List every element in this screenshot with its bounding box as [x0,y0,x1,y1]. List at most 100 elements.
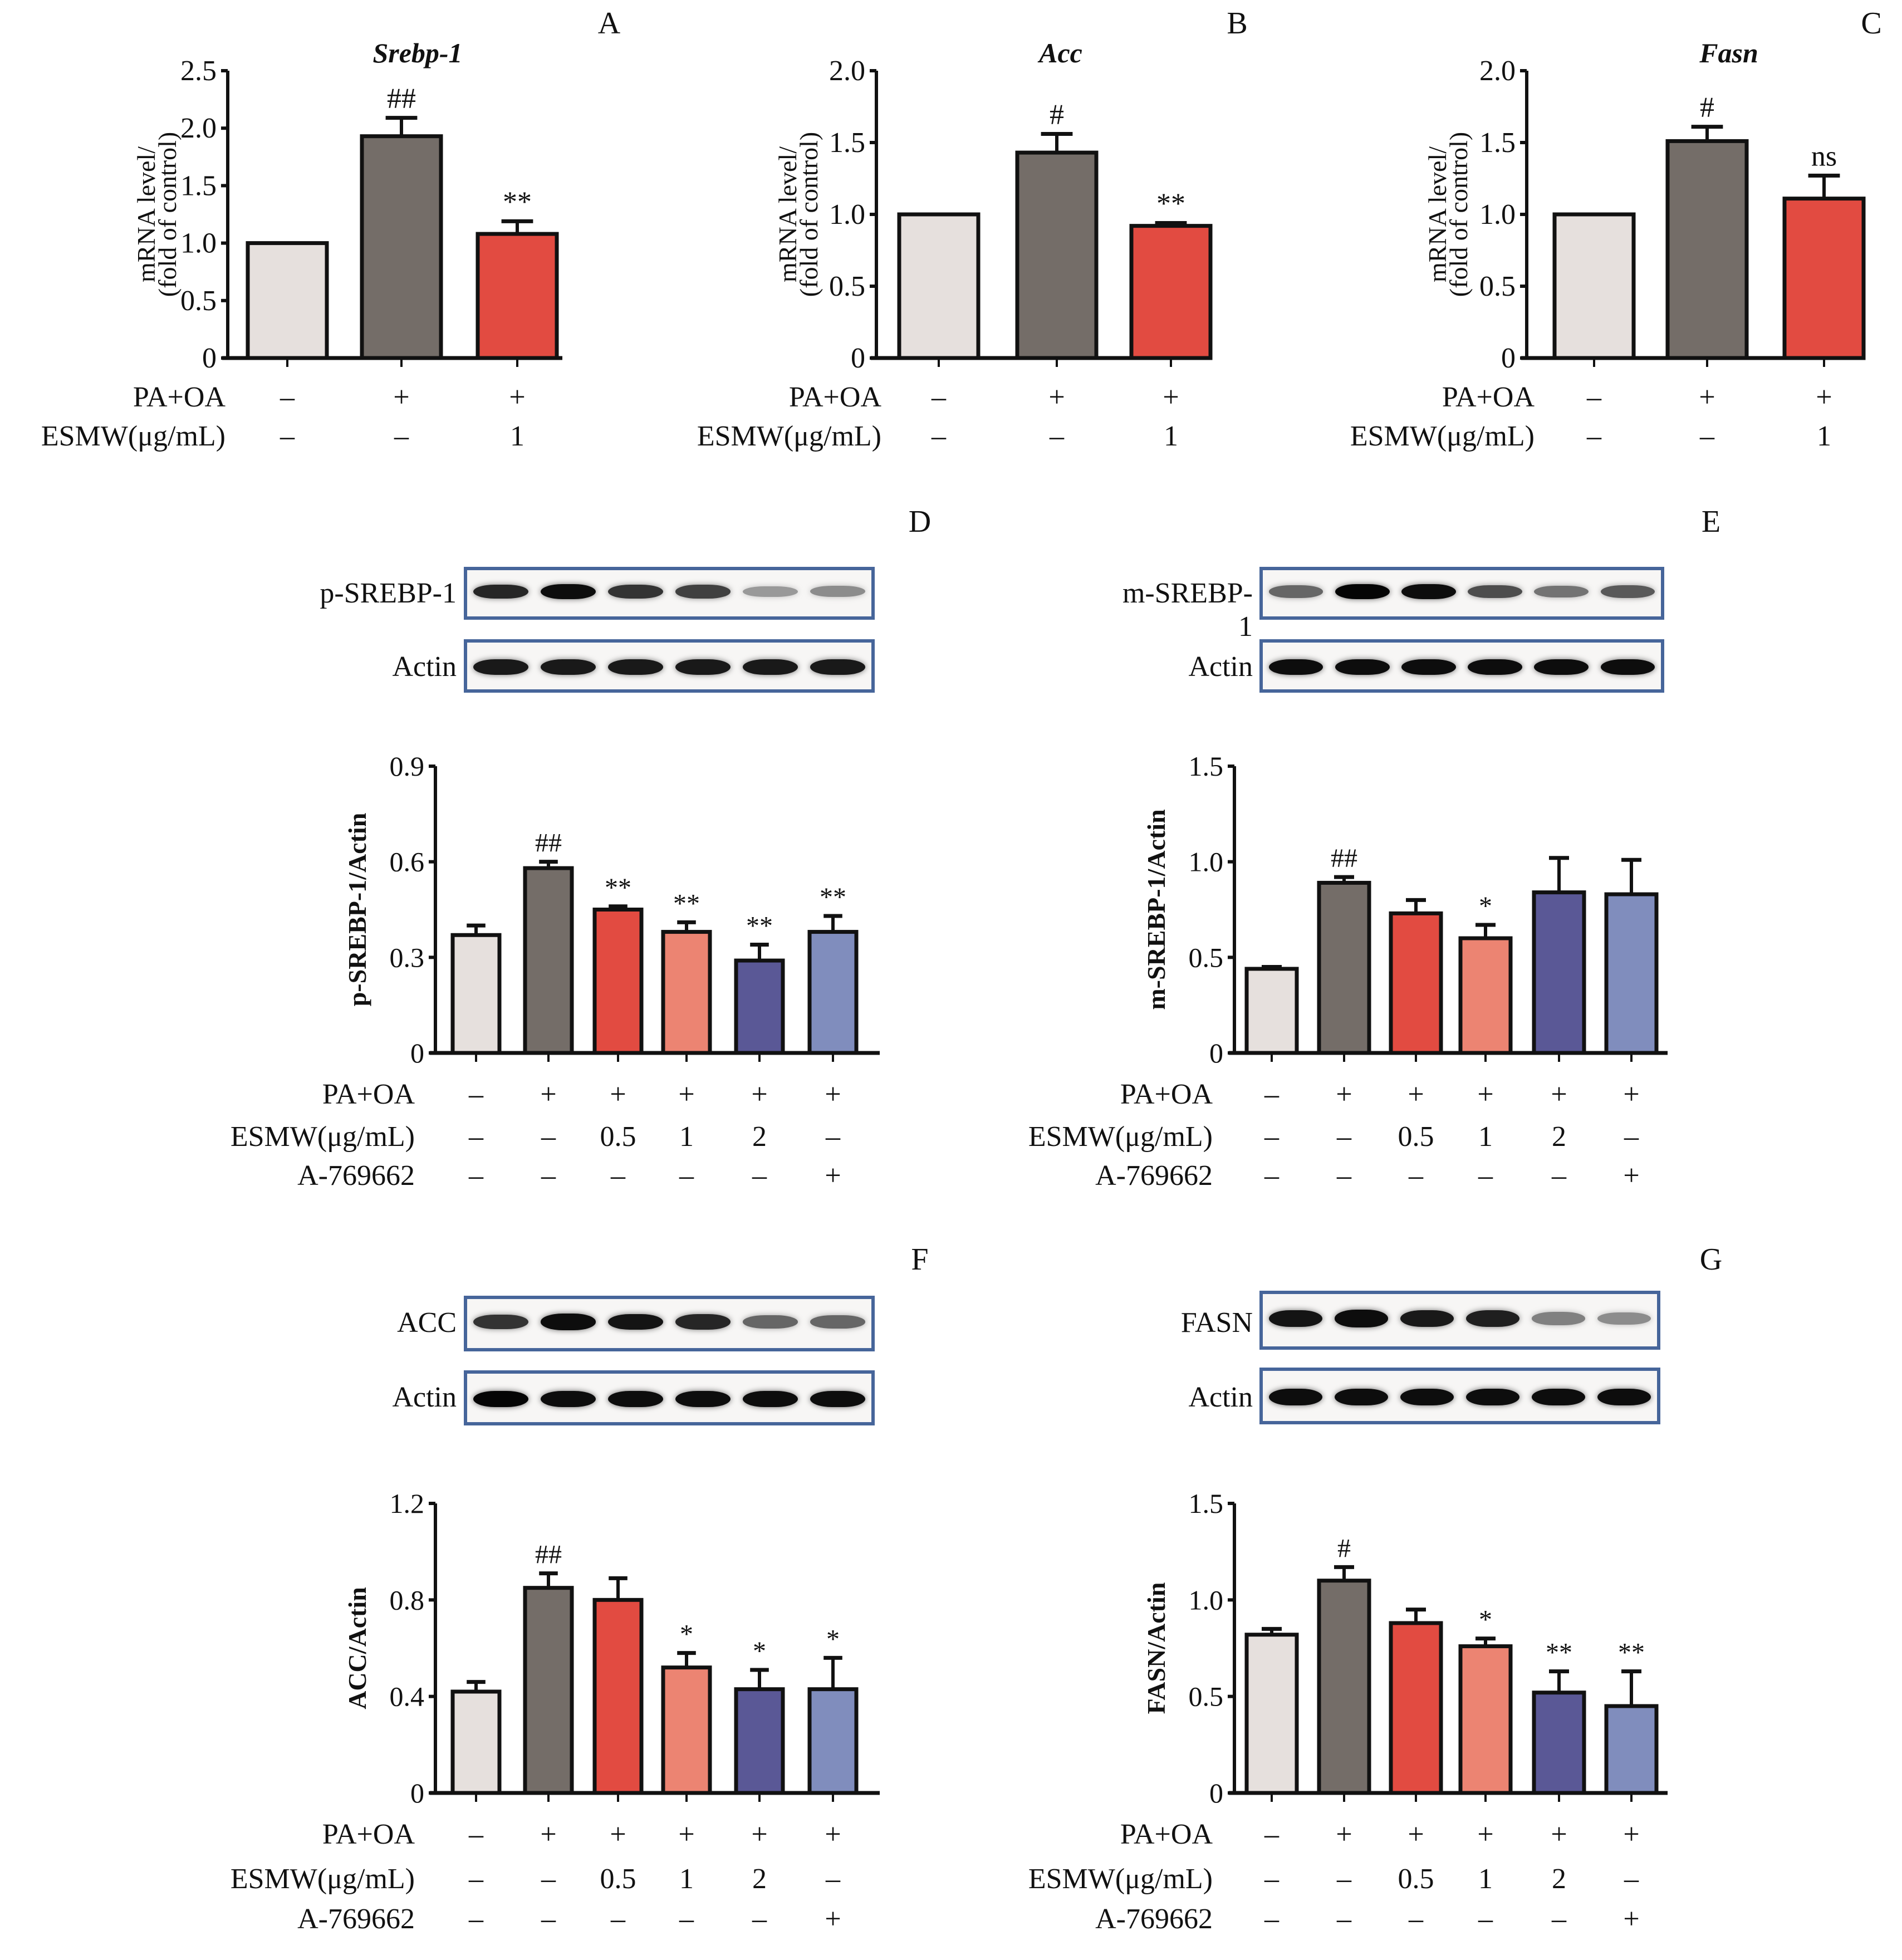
blot-band [1531,1388,1586,1406]
treatment-label-esmw-G: ESMW(μg/mL) [1028,1863,1213,1895]
blot-band [1600,659,1655,675]
blot-target-F [464,1296,875,1351]
panel-letter-B: B [1227,6,1247,41]
significance-label-B: ** [1156,188,1185,219]
treatment-label-pa_oa-E: PA+OA [1120,1079,1213,1110]
y-tick-label-A: 2.5 [180,55,217,87]
blot-band [810,1390,866,1408]
significance-label-D: ** [820,883,846,912]
bar-B-2 [1015,150,1099,360]
blot-loading-E [1259,639,1664,693]
treatment-value-a769662-E: – [1408,1160,1424,1192]
significance-label-C: ns [1811,140,1837,172]
treatment-value-esmw-G: 0.5 [1398,1863,1434,1895]
y-tick-label-D: 0.9 [390,751,425,782]
bar-G-2 [1317,1579,1371,1795]
blot-band [1465,1388,1520,1406]
treatment-value-esmw-G: – [1336,1863,1352,1895]
y-axis-label-B: mRNA level/ [773,146,802,282]
blot-band [1400,1388,1454,1406]
treatment-value-a769662-F: + [825,1903,841,1935]
treatment-label-esmw-A: ESMW(μg/mL) [41,420,226,452]
treatment-value-a769662-D: + [825,1160,841,1192]
treatment-value-pa_oa-D: + [610,1079,626,1110]
chart-title-A: Srebp-1 [372,37,462,68]
blot-band [540,1390,596,1408]
panel-letter-A: A [598,6,621,41]
blot-target-label-G: FASN [1180,1307,1253,1339]
y-tick-label-F: 0.8 [390,1584,425,1615]
blot-band [1335,659,1390,675]
bar-D-3 [592,908,644,1055]
blot-loading-G [1259,1368,1660,1424]
blot-band [607,1390,664,1408]
treatment-value-pa_oa-C: – [1586,381,1602,413]
blot-loading-label-G: Actin [1188,1381,1253,1413]
blot-band [473,1390,529,1408]
y-tick-label-G: 1.5 [1189,1488,1224,1519]
blot-band [675,1314,731,1330]
significance-label-A: ## [387,83,416,115]
bar-F-1 [450,1689,502,1795]
treatment-value-esmw-F: – [541,1863,556,1895]
treatment-value-pa_oa-G: + [1623,1819,1639,1850]
treatment-value-a769662-F: – [468,1903,484,1935]
treatment-value-pa_oa-F: + [751,1819,767,1850]
bar-F-4 [661,1665,712,1795]
treatment-value-esmw-B: – [931,420,947,452]
y-tick-label-G: 1.0 [1189,1584,1224,1615]
significance-label-F: ## [535,1540,562,1570]
significance-label-E: * [1479,891,1492,921]
treatment-value-esmw-C: – [1699,420,1715,452]
chart-title-C: Fasn [1699,37,1758,68]
treatment-value-esmw-G: 1 [1478,1863,1493,1895]
treatment-value-a769662-G: – [1264,1903,1280,1935]
treatment-value-pa_oa-E: + [1477,1079,1493,1110]
y-tick-label-E: 0 [1209,1037,1223,1069]
treatment-value-pa_oa-G: + [1336,1819,1352,1850]
treatment-label-a769662-G: A-769662 [1095,1903,1213,1935]
y-tick-label-E: 0.5 [1189,942,1224,973]
y-tick-label-B: 2.0 [829,55,865,87]
y-tick-label-E: 1.5 [1189,751,1224,782]
treatment-value-a769662-G: – [1336,1903,1352,1935]
treatment-value-a769662-F: – [541,1903,556,1935]
treatment-value-esmw-C: – [1586,420,1602,452]
blot-loading-D [464,639,875,693]
treatment-value-esmw-A: – [280,420,295,452]
significance-label-B: # [1050,99,1064,131]
panel-letter-F: F [911,1242,928,1277]
y-tick-label-B: 1.5 [829,127,865,159]
significance-label-E: ## [1331,844,1357,873]
treatment-value-pa_oa-D: + [678,1079,694,1110]
treatment-value-esmw-E: 0.5 [1398,1121,1434,1153]
y-tick-label-A: 0.5 [180,285,217,317]
treatment-value-pa_oa-C: + [1816,381,1832,413]
bar-G-6 [1604,1704,1659,1795]
blot-loading-label-F: Actin [392,1381,457,1413]
blot-band [1534,659,1589,675]
treatment-value-esmw-F: 0.5 [600,1863,636,1895]
y-tick-label-C: 2.0 [1479,55,1516,87]
bar-F-5 [734,1687,785,1795]
bar-A-3 [476,232,559,360]
y-tick-label-B: 0 [851,342,865,374]
blot-target-label-D: p-SREBP-1 [320,577,457,609]
blot-band [1468,585,1522,599]
treatment-value-a769662-D: – [679,1160,694,1192]
blot-target-label-E: m-SREBP-1 [1122,577,1253,643]
treatment-value-esmw-A: – [394,420,409,452]
blot-band [810,1315,866,1329]
treatment-label-a769662-D: A-769662 [297,1160,415,1192]
y-tick-label-C: 0 [1501,342,1516,374]
treatment-label-pa_oa-A: PA+OA [133,381,226,413]
blot-loading-F [464,1370,875,1425]
treatment-value-pa_oa-E: – [1264,1079,1280,1110]
blot-band [473,1314,529,1330]
bar-G-1 [1244,1633,1299,1795]
blot-band [607,584,664,599]
y-axis-label-C: mRNA level/ [1423,146,1452,282]
blot-band [1268,1388,1323,1406]
y-tick-label-D: 0 [410,1037,424,1069]
y-tick-label-F: 0.4 [390,1681,425,1712]
